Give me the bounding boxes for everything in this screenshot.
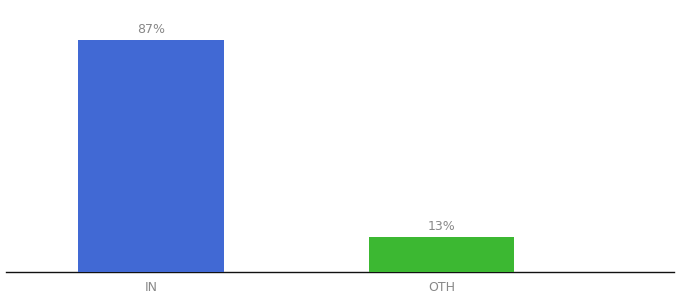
- Text: 87%: 87%: [137, 23, 165, 36]
- Text: 13%: 13%: [428, 220, 456, 233]
- Bar: [369, 237, 515, 272]
- Bar: [78, 40, 224, 272]
